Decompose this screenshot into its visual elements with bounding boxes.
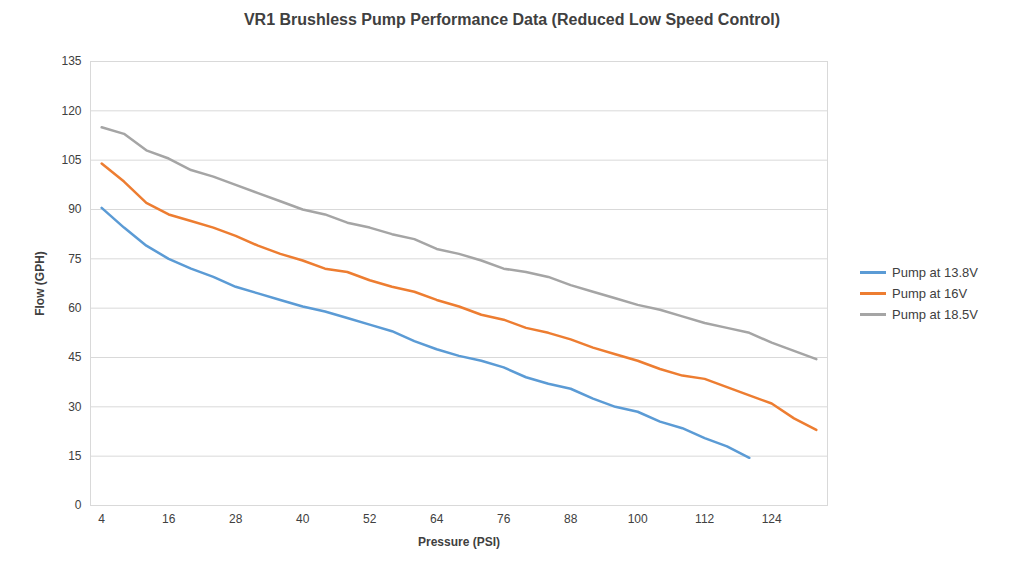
svg-text:16: 16 bbox=[162, 512, 176, 526]
svg-text:0: 0 bbox=[75, 498, 82, 512]
svg-text:90: 90 bbox=[68, 202, 82, 216]
svg-text:105: 105 bbox=[61, 153, 81, 167]
svg-text:30: 30 bbox=[68, 400, 82, 414]
svg-text:112: 112 bbox=[695, 512, 714, 526]
html-text:Pump at 13.8V: Pump at 13.8V bbox=[892, 265, 978, 280]
html-text:VR1 Brushless Pump Performance: VR1 Brushless Pump Performance Data (Red… bbox=[243, 11, 780, 28]
svg-text:88: 88 bbox=[564, 512, 578, 526]
svg-text:64: 64 bbox=[430, 512, 444, 526]
svg-text:124: 124 bbox=[762, 512, 782, 526]
svg-text:28: 28 bbox=[229, 512, 243, 526]
html-text:Pump at 18.5V: Pump at 18.5V bbox=[892, 307, 978, 322]
svg-text:75: 75 bbox=[68, 252, 82, 266]
svg-text:120: 120 bbox=[61, 104, 81, 118]
svg-text:60: 60 bbox=[68, 301, 82, 315]
svg-text:Pressure (PSI): Pressure (PSI) bbox=[418, 535, 500, 549]
svg-text:Flow (GPH): Flow (GPH) bbox=[33, 251, 47, 316]
svg-text:100: 100 bbox=[628, 512, 648, 526]
svg-text:40: 40 bbox=[296, 512, 310, 526]
svg-text:52: 52 bbox=[363, 512, 377, 526]
svg-text:45: 45 bbox=[68, 350, 82, 364]
svg-text:15: 15 bbox=[68, 449, 82, 463]
svg-text:76: 76 bbox=[497, 512, 511, 526]
svg-text:135: 135 bbox=[61, 54, 81, 68]
html-text:Pump at 16V: Pump at 16V bbox=[892, 286, 968, 301]
svg-text:4: 4 bbox=[98, 512, 105, 526]
